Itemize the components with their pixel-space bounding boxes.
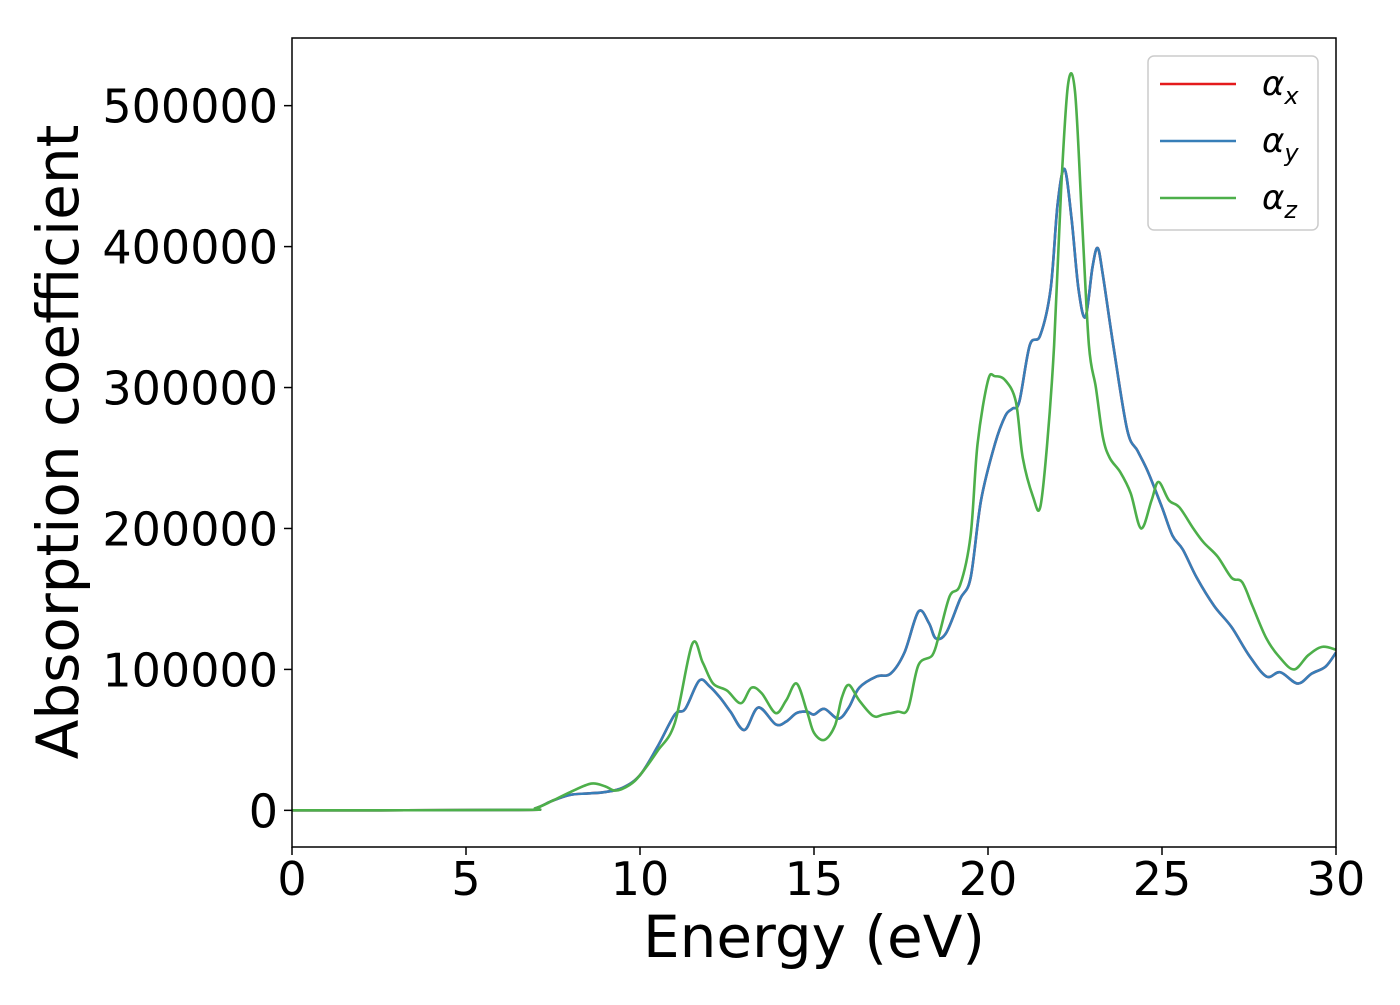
- x-tick-label: 30: [1307, 852, 1366, 906]
- x-axis: 0 5 10 15 20 25 30: [277, 847, 1365, 906]
- y-tick-label: 0: [249, 784, 278, 838]
- x-tick-label: 0: [277, 852, 306, 906]
- x-tick-label: 15: [785, 852, 844, 906]
- series-line-alpha-z: [292, 72, 1336, 812]
- y-tick-label: 300000: [102, 362, 278, 416]
- y-tick-label: 400000: [102, 221, 278, 275]
- y-tick-label: 100000: [102, 643, 278, 697]
- legend-frame: [1147, 55, 1319, 231]
- x-axis-title: Energy (eV): [643, 903, 985, 971]
- series-line-alpha-y: [292, 167, 1336, 812]
- y-axis-title: Absorption coefficient: [24, 125, 92, 760]
- y-tick-label: 200000: [102, 502, 278, 556]
- x-tick-label: 10: [611, 852, 670, 906]
- y-tick-label: 500000: [102, 80, 278, 134]
- x-tick-label: 5: [451, 852, 480, 906]
- x-tick-label: 25: [1133, 852, 1192, 906]
- series-layer: [292, 72, 1336, 812]
- x-tick-label: 20: [959, 852, 1018, 906]
- y-axis: 0 100000 200000 300000 400000 500000: [102, 80, 292, 838]
